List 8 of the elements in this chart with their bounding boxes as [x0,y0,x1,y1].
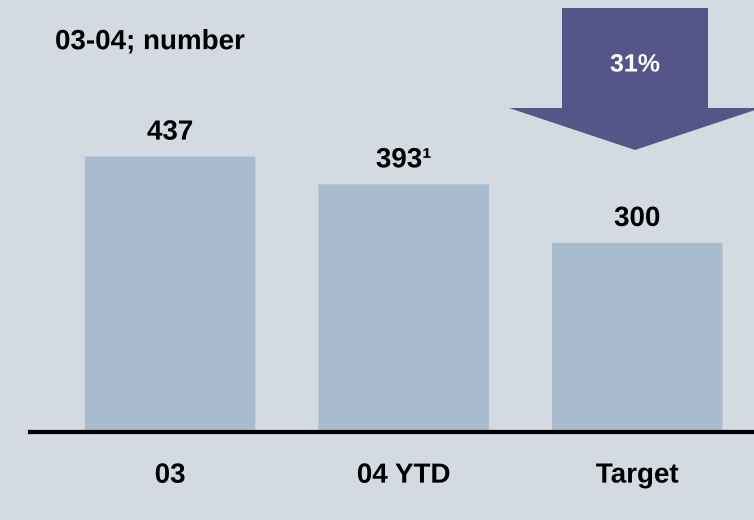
data-label: 393¹ [376,148,431,168]
x-tick-label: 03 [156,463,185,483]
x-tick-label: Target [596,463,678,488]
data-label: 437 [147,120,192,140]
chart-title: 03-04; number [56,29,244,54]
data-label: 300 [614,206,660,226]
x-tick-label: 04 YTD [358,463,450,483]
text: 31% [610,54,660,72]
